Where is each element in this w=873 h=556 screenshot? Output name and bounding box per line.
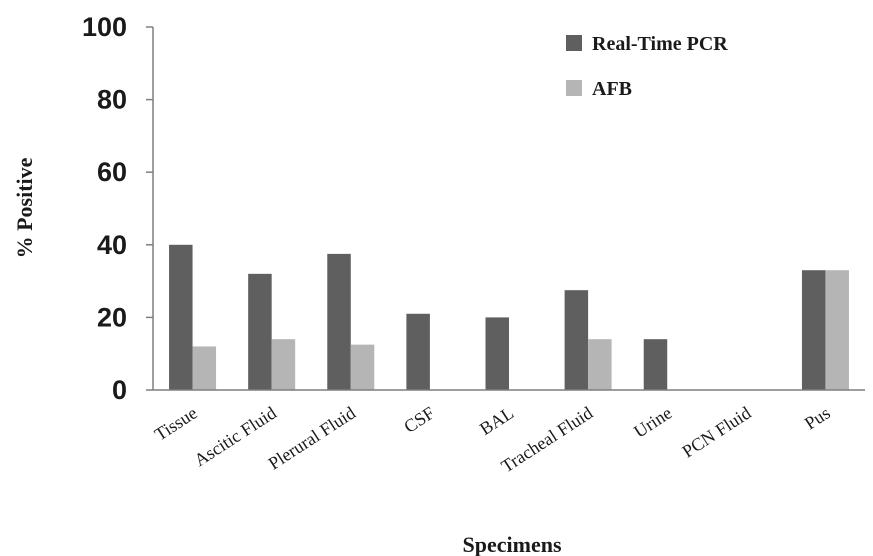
legend: Real-Time PCR AFB (566, 33, 728, 100)
x-tick-label: Tissue (151, 403, 201, 445)
x-tick-label: PCN Fluid (679, 403, 755, 462)
x-tick-label: CSF (400, 403, 438, 437)
bar-real-time-pcr-1 (248, 273, 272, 390)
y-axis-ticks: 0 20 40 60 80 100 (82, 12, 153, 405)
legend-swatch (566, 35, 582, 51)
bar-real-time-pcr-2 (327, 253, 351, 390)
legend-label: Real-Time PCR (592, 33, 728, 55)
x-tick-label: Pus (801, 403, 834, 434)
bar-afb-0 (192, 346, 217, 390)
y-tick-label: 40 (97, 230, 127, 260)
bar-real-time-pcr-4 (485, 317, 509, 390)
x-axis-title: Specimens (463, 532, 562, 556)
y-tick-label: 60 (97, 157, 127, 187)
bar-real-time-pcr-6 (643, 339, 668, 390)
bar-real-time-pcr-8 (801, 270, 826, 390)
bar-afb-1 (271, 339, 296, 390)
bars (169, 244, 849, 390)
y-tick-label: 80 (97, 85, 127, 115)
y-tick-label: 100 (82, 12, 127, 42)
x-tick-label: Urine (630, 403, 675, 442)
x-tick-label: Plerural Fluid (265, 403, 359, 474)
y-axis-title: % Positive (12, 157, 37, 258)
bar-afb-2 (350, 344, 375, 390)
bar-afb-8 (825, 270, 849, 390)
bar-afb-5 (588, 339, 612, 390)
legend-label: AFB (592, 78, 632, 100)
x-tick-label: BAL (476, 403, 517, 439)
bar-real-time-pcr-5 (564, 290, 589, 390)
y-tick-label: 20 (97, 302, 127, 332)
bar-real-time-pcr-0 (169, 244, 193, 390)
legend-swatch (566, 80, 582, 96)
bar-real-time-pcr-3 (406, 313, 430, 390)
y-tick-label: 0 (112, 375, 127, 405)
